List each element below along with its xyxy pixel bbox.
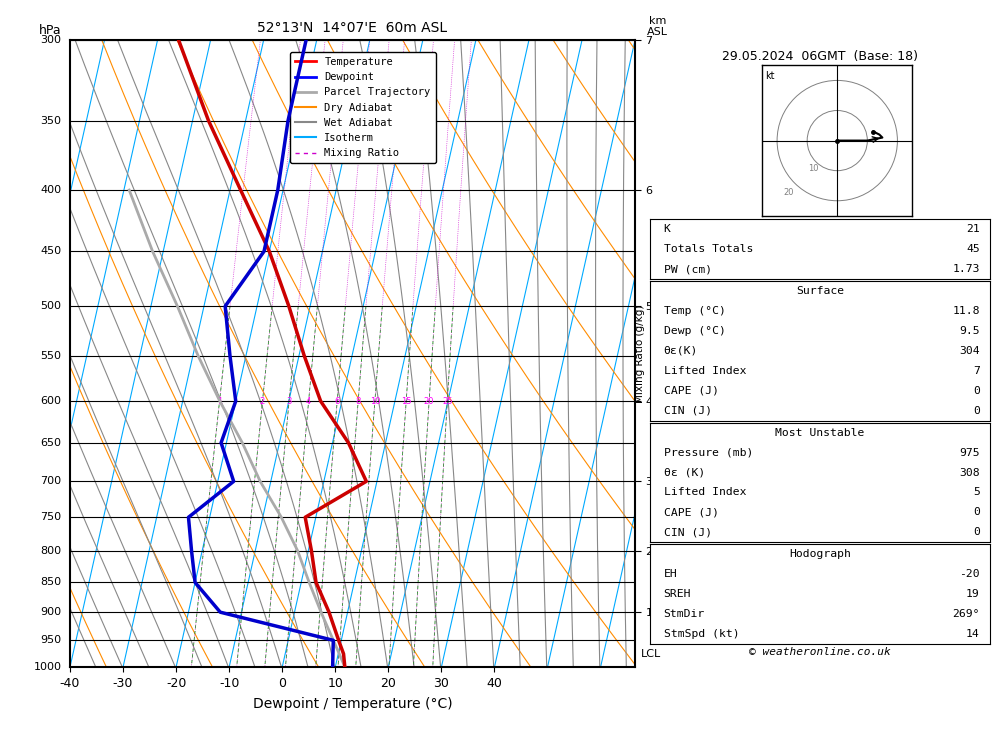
Text: Lifted Index: Lifted Index <box>664 366 746 376</box>
Text: LCL: LCL <box>641 649 661 659</box>
Text: 500: 500 <box>41 301 62 312</box>
Legend: Temperature, Dewpoint, Parcel Trajectory, Dry Adiabat, Wet Adiabat, Isotherm, Mi: Temperature, Dewpoint, Parcel Trajectory… <box>290 52 436 163</box>
Text: 11.8: 11.8 <box>952 306 980 316</box>
Text: km
ASL: km ASL <box>647 15 668 37</box>
Text: 1: 1 <box>217 397 222 406</box>
Text: 800: 800 <box>40 546 62 556</box>
Text: CAPE (J): CAPE (J) <box>664 507 719 517</box>
Text: 9.5: 9.5 <box>959 326 980 336</box>
Text: 0: 0 <box>973 527 980 537</box>
Text: © weatheronline.co.uk: © weatheronline.co.uk <box>749 647 891 657</box>
Text: Lifted Index: Lifted Index <box>664 487 746 498</box>
Text: -20: -20 <box>959 569 980 579</box>
Text: 850: 850 <box>40 578 62 587</box>
Text: 20: 20 <box>424 397 434 406</box>
Text: Dewp (°C): Dewp (°C) <box>664 326 725 336</box>
Text: 20: 20 <box>784 188 794 196</box>
Text: 400: 400 <box>40 185 62 195</box>
Text: 25: 25 <box>442 397 453 406</box>
Text: Pressure (mb): Pressure (mb) <box>664 448 753 457</box>
Text: 21: 21 <box>966 224 980 235</box>
Text: StmDir: StmDir <box>664 609 705 619</box>
Text: 45: 45 <box>966 244 980 254</box>
Text: 1.73: 1.73 <box>952 264 980 274</box>
Text: Hodograph: Hodograph <box>789 549 851 559</box>
Text: CIN (J): CIN (J) <box>664 405 712 416</box>
Text: kt: kt <box>765 71 775 81</box>
Text: 269°: 269° <box>952 609 980 619</box>
Text: 4: 4 <box>306 397 311 406</box>
Text: 600: 600 <box>41 396 62 406</box>
Text: SREH: SREH <box>664 589 691 599</box>
Text: 650: 650 <box>41 438 62 448</box>
Text: 8: 8 <box>355 397 361 406</box>
Text: 300: 300 <box>41 35 62 45</box>
Text: 15: 15 <box>401 397 411 406</box>
Title: 52°13'N  14°07'E  60m ASL: 52°13'N 14°07'E 60m ASL <box>257 21 448 35</box>
Text: CIN (J): CIN (J) <box>664 527 712 537</box>
Text: 750: 750 <box>40 512 62 523</box>
Text: 975: 975 <box>959 448 980 457</box>
Text: Totals Totals: Totals Totals <box>664 244 753 254</box>
Text: PW (cm): PW (cm) <box>664 264 712 274</box>
Text: Most Unstable: Most Unstable <box>775 428 865 438</box>
Text: 0: 0 <box>973 386 980 396</box>
Text: hPa: hPa <box>39 24 62 37</box>
Text: 6: 6 <box>335 397 340 406</box>
Text: 550: 550 <box>41 351 62 361</box>
Text: 10: 10 <box>370 397 380 406</box>
Text: 950: 950 <box>40 636 62 645</box>
Text: CAPE (J): CAPE (J) <box>664 386 719 396</box>
Text: Surface: Surface <box>796 287 844 296</box>
Text: 2: 2 <box>260 397 265 406</box>
Text: K: K <box>664 224 670 235</box>
Text: 3: 3 <box>286 397 292 406</box>
Text: 0: 0 <box>973 507 980 517</box>
Text: 5: 5 <box>973 487 980 498</box>
Text: Temp (°C): Temp (°C) <box>664 306 725 316</box>
Text: 1000: 1000 <box>34 662 62 672</box>
Text: θε(K): θε(K) <box>664 346 698 356</box>
Text: θε (K): θε (K) <box>664 468 705 477</box>
Text: 10: 10 <box>808 163 818 173</box>
Text: 14: 14 <box>966 629 980 639</box>
Text: 350: 350 <box>41 116 62 125</box>
Text: 0: 0 <box>973 405 980 416</box>
Text: 29.05.2024  06GMT  (Base: 18): 29.05.2024 06GMT (Base: 18) <box>722 50 918 63</box>
X-axis label: Dewpoint / Temperature (°C): Dewpoint / Temperature (°C) <box>253 696 452 711</box>
Text: 308: 308 <box>959 468 980 477</box>
Text: 700: 700 <box>40 476 62 487</box>
Text: Mixing Ratio (g/kg): Mixing Ratio (g/kg) <box>635 304 645 403</box>
Text: 19: 19 <box>966 589 980 599</box>
Text: 450: 450 <box>40 246 62 257</box>
Text: EH: EH <box>664 569 677 579</box>
Text: StmSpd (kt): StmSpd (kt) <box>664 629 739 639</box>
Text: 900: 900 <box>40 607 62 617</box>
Text: 7: 7 <box>973 366 980 376</box>
Text: 304: 304 <box>959 346 980 356</box>
